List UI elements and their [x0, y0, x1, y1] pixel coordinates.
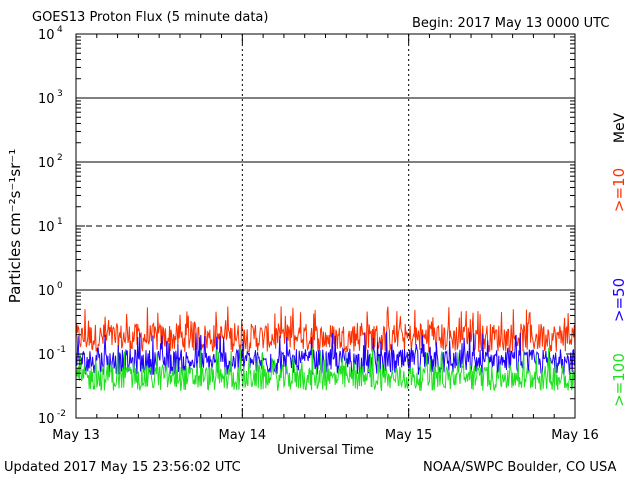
series-label: >=100: [610, 353, 628, 407]
y-tick-exponent: 1: [57, 217, 63, 227]
y-tick-label: 10: [38, 28, 55, 43]
unit-label: MeV: [612, 112, 628, 143]
y-tick-label: 10: [38, 412, 55, 427]
y-axis-label: Particles cm⁻²s⁻¹sr⁻¹: [6, 149, 24, 303]
x-tick-label: May 15: [385, 428, 433, 443]
updated-timestamp: Updated 2017 May 15 23:56:02 UTC: [4, 460, 241, 475]
y-tick-exponent: -1: [57, 345, 66, 355]
x-tick-label: May 13: [52, 428, 100, 443]
y-tick-label: 10: [38, 156, 55, 171]
y-tick-label: 10: [38, 348, 55, 363]
y-tick-exponent: -2: [57, 409, 66, 419]
chart-title: GOES13 Proton Flux (5 minute data): [32, 10, 269, 25]
y-tick-label: 10: [38, 220, 55, 235]
x-axis-label: Universal Time: [277, 443, 374, 458]
y-tick-exponent: 2: [57, 153, 63, 163]
series-label: >=10: [610, 168, 628, 212]
x-tick-label: May 16: [551, 428, 599, 443]
y-tick-exponent: 0: [57, 281, 63, 291]
series-label: >=50: [610, 278, 628, 322]
y-tick-exponent: 3: [57, 89, 63, 99]
y-tick-exponent: 4: [57, 25, 63, 35]
series-line-3: [75, 347, 576, 392]
series-line-1: [75, 306, 576, 353]
begin-date: Begin: 2017 May 13 0000 UTC: [412, 16, 610, 31]
x-tick-label: May 14: [219, 428, 267, 443]
y-tick-label: 10: [38, 284, 55, 299]
credit-label: NOAA/SWPC Boulder, CO USA: [423, 460, 617, 475]
y-tick-label: 10: [38, 92, 55, 107]
